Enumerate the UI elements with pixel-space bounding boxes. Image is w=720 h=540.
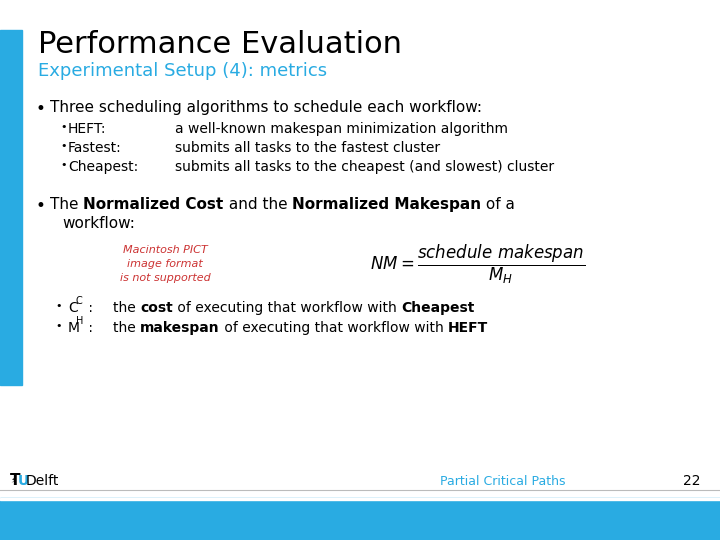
Text: •: •: [35, 197, 45, 215]
Text: makespan: makespan: [140, 321, 220, 335]
Bar: [0, 498, 720, 500]
Text: Cheapest:: Cheapest:: [68, 160, 138, 174]
Text: submits all tasks to the fastest cluster: submits all tasks to the fastest cluster: [175, 141, 440, 155]
Text: of executing that workflow with: of executing that workflow with: [173, 301, 401, 315]
Text: Macintosh PICT: Macintosh PICT: [122, 245, 207, 255]
Text: submits all tasks to the cheapest (and slowest) cluster: submits all tasks to the cheapest (and s…: [175, 160, 554, 174]
Text: Delft: Delft: [26, 474, 59, 488]
Text: M: M: [68, 321, 80, 335]
Text: C: C: [68, 301, 78, 315]
Text: image format: image format: [127, 259, 203, 269]
Text: the: the: [113, 301, 140, 315]
Text: Partial Critical Paths: Partial Critical Paths: [440, 475, 565, 488]
Text: •: •: [55, 301, 61, 311]
Text: The: The: [50, 197, 84, 212]
Text: cost: cost: [140, 301, 173, 315]
Bar: [0, 498, 720, 540]
Text: Cheapest: Cheapest: [401, 301, 474, 315]
Text: Normalized Cost: Normalized Cost: [84, 197, 224, 212]
Text: T: T: [10, 473, 20, 488]
Text: of a: of a: [481, 197, 515, 212]
Text: :: :: [84, 301, 102, 315]
Text: HEFT: HEFT: [448, 321, 488, 335]
Text: of executing that workflow with: of executing that workflow with: [220, 321, 448, 335]
Text: :: :: [84, 321, 102, 335]
Text: •: •: [55, 321, 61, 331]
Text: •: •: [60, 160, 66, 170]
Text: HEFT:: HEFT:: [68, 122, 107, 136]
Text: H: H: [76, 316, 84, 326]
Text: •: •: [60, 141, 66, 151]
Text: is not supported: is not supported: [120, 273, 210, 283]
Text: Normalized Makespan: Normalized Makespan: [292, 197, 481, 212]
Text: the: the: [113, 321, 140, 335]
Text: Three scheduling algorithms to schedule each workflow:: Three scheduling algorithms to schedule …: [50, 100, 482, 115]
Text: 22: 22: [683, 474, 700, 488]
Text: ⚡: ⚡: [10, 475, 16, 484]
Text: and the: and the: [224, 197, 292, 212]
Text: U: U: [18, 474, 30, 488]
Text: Performance Evaluation: Performance Evaluation: [38, 30, 402, 59]
Text: •: •: [60, 122, 66, 132]
Text: Experimental Setup (4): metrics: Experimental Setup (4): metrics: [38, 62, 327, 80]
Text: C: C: [76, 296, 83, 306]
Text: workflow:: workflow:: [62, 216, 135, 231]
Text: •: •: [35, 100, 45, 118]
Text: $NM = \dfrac{schedule\ makespan}{M_H}$: $NM = \dfrac{schedule\ makespan}{M_H}$: [370, 243, 585, 286]
Text: Fastest:: Fastest:: [68, 141, 122, 155]
Text: a well-known makespan minimization algorithm: a well-known makespan minimization algor…: [175, 122, 508, 136]
Bar: [0, 30, 22, 385]
